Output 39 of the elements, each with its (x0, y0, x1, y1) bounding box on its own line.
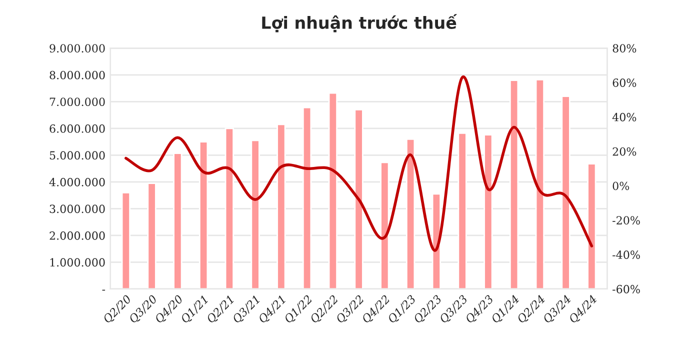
bar (354, 109, 364, 289)
y-tick-label: 2.000.000 (50, 231, 105, 240)
y-tick-label: 1.000.000 (50, 258, 105, 267)
y-tick-label: 5.000.000 (50, 151, 105, 160)
bar (302, 106, 312, 289)
y-tick-label: 7.000.000 (50, 98, 105, 106)
bar (173, 152, 182, 289)
y2-tick-label: 0% (612, 182, 630, 190)
y-tick-label: 4.000.000 (49, 178, 105, 186)
bar (509, 80, 519, 289)
y2-tick-label: 40% (612, 112, 636, 122)
bar (432, 193, 441, 289)
y2-tick-label: 20% (612, 147, 636, 156)
y2-tick-label: -60% (612, 284, 640, 294)
y-tick-label: - (102, 290, 106, 291)
bar (224, 128, 234, 289)
bar (484, 134, 493, 289)
bar (250, 140, 260, 289)
y2-tick-label: 80% (612, 44, 636, 53)
bar (121, 192, 130, 289)
line-series (124, 76, 594, 251)
bar (587, 163, 596, 289)
chart-title: Lợi nhuận trước thuế (262, 14, 458, 32)
bar (406, 138, 416, 289)
bar (561, 96, 570, 289)
bar (147, 182, 156, 289)
bar (458, 132, 467, 289)
y-tick-label: 9.000.000 (50, 44, 105, 53)
y-tick-label: 3.000.000 (50, 204, 105, 214)
y2-tick-label: -40% (612, 250, 640, 259)
bar (380, 162, 390, 289)
y-tick-label: 8.000.000 (50, 70, 105, 80)
bar (328, 92, 338, 289)
bar (198, 141, 208, 289)
bar (276, 124, 286, 289)
y2-tick-label: -20% (612, 216, 640, 225)
bar (535, 79, 544, 289)
y-tick-label: 6.000.000 (50, 124, 105, 133)
y2-tick-label: 60% (612, 78, 636, 87)
